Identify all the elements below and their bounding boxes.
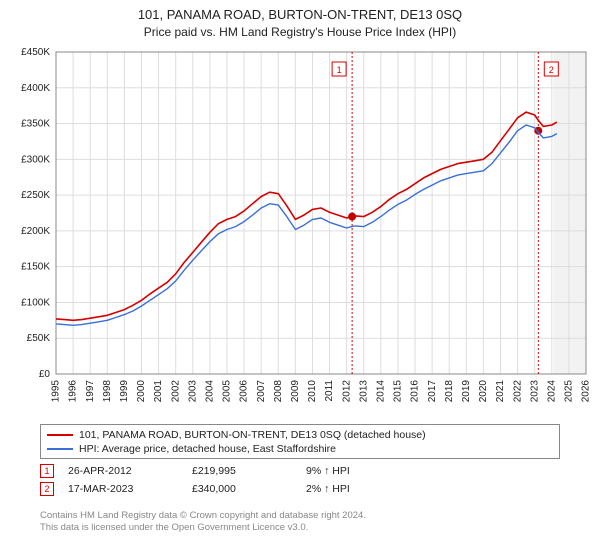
svg-text:2003: 2003 — [187, 380, 198, 403]
title-sub: Price paid vs. HM Land Registry's House … — [0, 24, 600, 40]
svg-text:2016: 2016 — [410, 380, 421, 403]
svg-text:2005: 2005 — [222, 380, 233, 403]
transactions-block: 1 26-APR-2012 £219,995 9% ↑ HPI 2 17-MAR… — [40, 464, 560, 500]
transaction-row-2: 2 17-MAR-2023 £340,000 2% ↑ HPI — [40, 482, 560, 496]
transaction-price-1: £219,995 — [192, 465, 292, 477]
footnote: Contains HM Land Registry data © Crown c… — [40, 510, 570, 535]
transaction-row-1: 1 26-APR-2012 £219,995 9% ↑ HPI — [40, 464, 560, 478]
svg-text:2021: 2021 — [495, 380, 506, 403]
legend-row-hpi: HPI: Average price, detached house, East… — [47, 442, 553, 456]
transaction-price-2: £340,000 — [192, 483, 292, 495]
svg-text:2010: 2010 — [307, 380, 318, 403]
footnote-line1: Contains HM Land Registry data © Crown c… — [40, 510, 570, 522]
svg-text:2023: 2023 — [529, 380, 540, 403]
legend-box: 101, PANAMA ROAD, BURTON-ON-TRENT, DE13 … — [40, 424, 560, 459]
transaction-date-2: 17-MAR-2023 — [68, 483, 178, 495]
chart-svg: £0 £50K £100K £150K £200K £250K £300K £350K £400… — [8, 44, 592, 414]
svg-text:1: 1 — [337, 65, 342, 75]
transaction-date-1: 26-APR-2012 — [68, 465, 178, 477]
svg-text:2001: 2001 — [153, 380, 164, 403]
svg-text:£400K: £400K — [21, 83, 50, 94]
svg-text:£350K: £350K — [21, 119, 50, 130]
transaction-delta-1: 9% ↑ HPI — [306, 465, 426, 477]
svg-text:£150K: £150K — [21, 262, 50, 273]
svg-text:2006: 2006 — [239, 380, 250, 403]
svg-text:£100K: £100K — [21, 297, 50, 308]
svg-text:£200K: £200K — [21, 226, 50, 237]
chart-area: £0 £50K £100K £150K £200K £250K £300K £350K £400… — [8, 44, 592, 414]
legend-swatch-hpi — [47, 448, 73, 450]
svg-text:2025: 2025 — [564, 380, 575, 403]
svg-text:2007: 2007 — [256, 380, 267, 403]
svg-text:2013: 2013 — [358, 380, 369, 403]
svg-text:2012: 2012 — [341, 380, 352, 403]
svg-text:2002: 2002 — [170, 380, 181, 403]
transaction-marker-1: 1 — [40, 464, 54, 478]
svg-text:1996: 1996 — [68, 380, 79, 403]
title-main: 101, PANAMA ROAD, BURTON-ON-TRENT, DE13 … — [0, 6, 600, 24]
svg-text:£250K: £250K — [21, 190, 50, 201]
svg-text:2024: 2024 — [546, 380, 557, 403]
svg-text:1995: 1995 — [51, 380, 62, 403]
legend-label-hpi: HPI: Average price, detached house, East… — [79, 442, 336, 456]
title-block: 101, PANAMA ROAD, BURTON-ON-TRENT, DE13 … — [0, 0, 600, 40]
svg-text:2014: 2014 — [375, 380, 386, 403]
svg-text:£450K: £450K — [21, 47, 50, 58]
svg-text:2008: 2008 — [273, 380, 284, 403]
transaction-delta-2: 2% ↑ HPI — [306, 483, 426, 495]
svg-text:2017: 2017 — [427, 380, 438, 403]
svg-text:£300K: £300K — [21, 154, 50, 165]
svg-text:2015: 2015 — [393, 380, 404, 403]
svg-text:1997: 1997 — [85, 380, 96, 403]
legend-swatch-property — [47, 434, 73, 436]
chart-container: { "title": { "line1": "101, PANAMA ROAD,… — [0, 0, 600, 560]
footnote-line2: This data is licensed under the Open Gov… — [40, 522, 570, 534]
svg-text:2020: 2020 — [478, 380, 489, 403]
svg-text:2019: 2019 — [461, 380, 472, 403]
svg-text:2022: 2022 — [512, 380, 523, 403]
svg-text:2018: 2018 — [444, 380, 455, 403]
svg-text:1999: 1999 — [119, 380, 130, 403]
svg-text:2026: 2026 — [581, 380, 592, 403]
svg-text:£50K: £50K — [27, 333, 51, 344]
legend-label-property: 101, PANAMA ROAD, BURTON-ON-TRENT, DE13 … — [79, 428, 426, 442]
svg-text:2: 2 — [549, 65, 554, 75]
legend-row-property: 101, PANAMA ROAD, BURTON-ON-TRENT, DE13 … — [47, 428, 553, 442]
transaction-marker-2: 2 — [40, 482, 54, 496]
svg-text:2009: 2009 — [290, 380, 301, 403]
svg-text:£0: £0 — [39, 369, 51, 380]
svg-text:2011: 2011 — [324, 380, 335, 402]
svg-text:1998: 1998 — [102, 380, 113, 403]
svg-text:2000: 2000 — [136, 380, 147, 403]
svg-text:2004: 2004 — [205, 380, 216, 403]
